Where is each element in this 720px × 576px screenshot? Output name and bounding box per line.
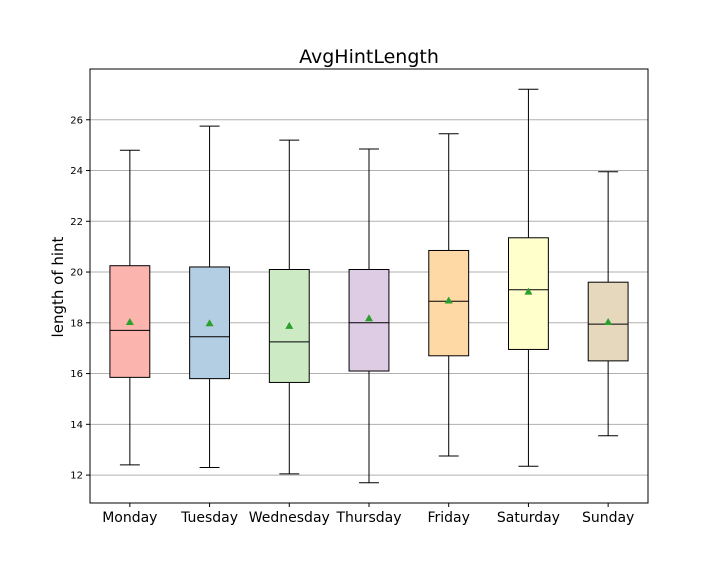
- mean-marker-monday: [125, 318, 134, 326]
- x-axis-ticks: Monday Tuesday Wednesday Thursday Friday Satu…: [102, 503, 634, 526]
- x-tick-label-saturday: Saturday: [497, 510, 560, 526]
- y-axis-label: length of hint: [49, 236, 67, 337]
- y-tick-label-26: 26: [70, 115, 83, 126]
- y-tick-label-22: 22: [70, 217, 83, 228]
- box-sunday: [587, 171, 629, 437]
- y-tick-label-20: 20: [70, 268, 83, 279]
- chart-title: AvgHintLength: [299, 46, 439, 68]
- y-tick-label-12: 12: [70, 471, 83, 482]
- mean-marker-tuesday: [205, 319, 214, 327]
- box-body-friday: [428, 249, 470, 357]
- boxes: [109, 88, 629, 484]
- box-tuesday: [189, 125, 230, 468]
- x-tick-label-wednesday: Wednesday: [249, 510, 330, 526]
- y-tick-label-14: 14: [70, 420, 83, 431]
- box-thursday: [348, 148, 390, 484]
- x-tick-label-tuesday: Tuesday: [180, 510, 238, 526]
- y-tick-label-16: 16: [70, 369, 83, 380]
- x-tick-label-friday: Friday: [427, 510, 469, 526]
- box-wednesday: [268, 139, 310, 475]
- mean-marker-wednesday: [285, 321, 294, 329]
- box-friday: [428, 133, 470, 457]
- y-axis-ticks: 12 14 16 18 20 22 24 26: [70, 115, 90, 482]
- mean-marker-saturday: [524, 287, 533, 295]
- x-tick-label-monday: Monday: [102, 510, 157, 526]
- mean-marker-thursday: [365, 314, 373, 322]
- mean-marker-sunday: [604, 318, 613, 326]
- x-tick-label-sunday: Sunday: [582, 510, 634, 526]
- box-monday: [109, 149, 151, 466]
- box-saturday: [508, 88, 549, 467]
- x-tick-label-thursday: Thursday: [335, 510, 401, 526]
- y-tick-label-18: 18: [70, 318, 83, 329]
- mean-marker-friday: [444, 296, 453, 304]
- y-tick-label-24: 24: [70, 166, 83, 177]
